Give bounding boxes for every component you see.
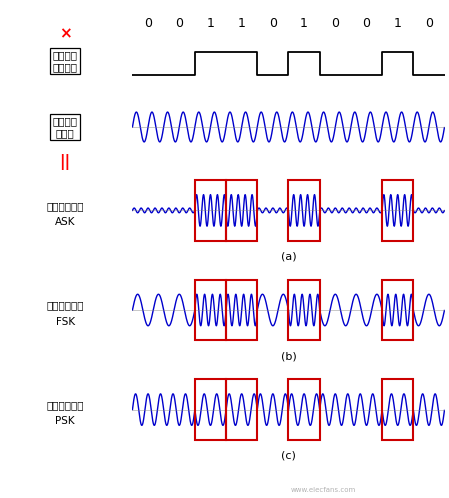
Text: FSK: FSK [56, 317, 75, 327]
Text: 高頻載波
電磁波: 高頻載波 電磁波 [53, 116, 78, 138]
Text: 頻率位移鍵送: 頻率位移鍵送 [46, 300, 84, 310]
Text: 1: 1 [238, 17, 246, 30]
Text: 0: 0 [144, 17, 152, 30]
Text: (b): (b) [281, 351, 296, 361]
Text: 1: 1 [394, 17, 402, 30]
Text: (c): (c) [281, 451, 296, 461]
Text: 0: 0 [331, 17, 339, 30]
Text: ||: || [59, 154, 71, 170]
Text: 0: 0 [362, 17, 370, 30]
Text: PSK: PSK [55, 416, 75, 426]
Text: 1: 1 [300, 17, 308, 30]
Text: 相位位移鍵送: 相位位移鍵送 [46, 400, 84, 410]
Text: ×: × [59, 26, 71, 41]
Text: 0: 0 [269, 17, 277, 30]
Text: 0: 0 [425, 17, 433, 30]
Text: (a): (a) [281, 251, 296, 261]
Text: ASK: ASK [55, 217, 75, 227]
Text: 1: 1 [207, 17, 215, 30]
Text: 0: 0 [175, 17, 183, 30]
Text: 振幅位移鍵送: 振幅位移鍵送 [46, 201, 84, 211]
Text: www.elecfans.com: www.elecfans.com [291, 487, 356, 493]
Text: 原始訊號
數位訊號: 原始訊號 數位訊號 [53, 50, 78, 72]
